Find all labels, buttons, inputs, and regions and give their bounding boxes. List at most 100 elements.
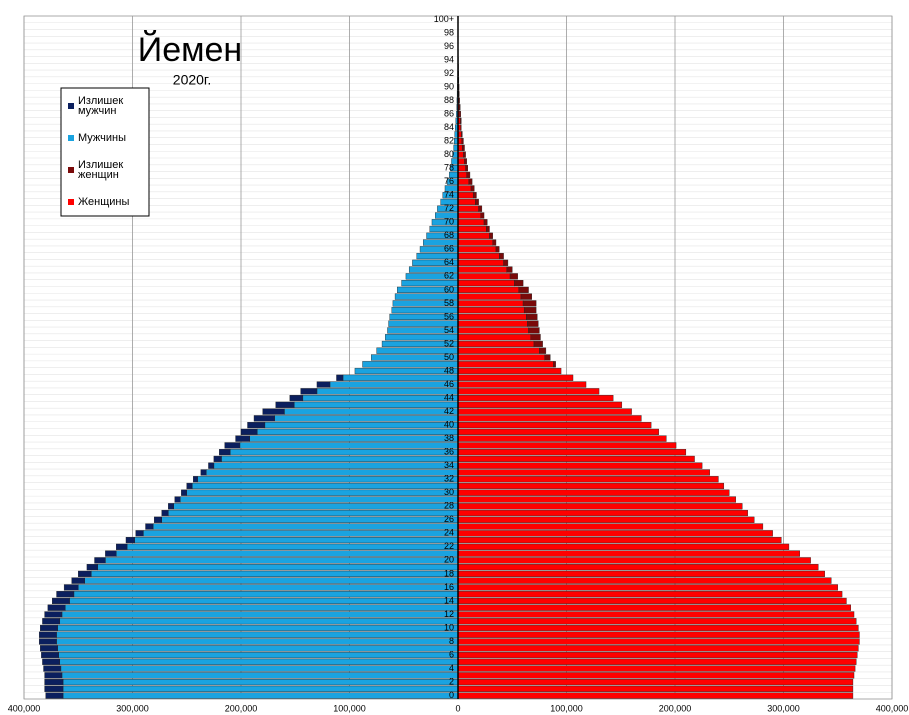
bar [302, 394, 459, 402]
bar-excess [71, 577, 85, 584]
bar-excess [289, 394, 304, 402]
bar [329, 381, 459, 388]
bar-excess [200, 469, 207, 476]
bar-excess [52, 597, 70, 605]
bar-excess [153, 516, 162, 523]
y-tick-label: 8 [449, 636, 454, 646]
y-tick-label: 4 [449, 663, 454, 673]
bar [249, 435, 459, 442]
bar [457, 239, 493, 246]
bar [457, 469, 710, 476]
bar-excess [135, 530, 144, 537]
bar [457, 361, 554, 368]
bar-excess [462, 144, 465, 151]
bar-excess [483, 219, 488, 226]
chart-subtitle: 2020г. [173, 72, 211, 88]
bar [59, 658, 459, 665]
bar [457, 178, 470, 185]
bar [457, 165, 466, 172]
bar-excess [116, 543, 128, 550]
bar [457, 347, 540, 354]
bar [457, 550, 800, 557]
bar [457, 394, 614, 402]
bar [457, 591, 843, 598]
bar-excess [478, 205, 483, 212]
bar [168, 509, 459, 517]
bar [457, 307, 525, 314]
bar-excess [459, 117, 462, 124]
bar [457, 354, 546, 361]
legend-line: Излишек [78, 159, 123, 171]
legend-label: Излишек мужчин [78, 95, 123, 117]
bar [457, 611, 855, 618]
bar [457, 516, 755, 523]
bar [239, 442, 459, 449]
bar-excess [316, 381, 331, 388]
bar [457, 381, 587, 388]
bar [457, 246, 497, 253]
bar [457, 232, 490, 239]
bar [457, 225, 487, 233]
bar [457, 192, 474, 199]
x-tick-label: 400,000 [876, 703, 909, 713]
bar [143, 530, 459, 537]
y-tick-label: 50 [444, 352, 454, 362]
bar [457, 584, 838, 591]
bar [457, 327, 529, 334]
bar-excess [468, 178, 473, 185]
bar [457, 374, 574, 381]
bar-excess [44, 679, 64, 686]
bar-excess [459, 104, 461, 111]
bar-excess [40, 645, 58, 652]
bar [457, 665, 856, 672]
bar [457, 462, 703, 469]
y-tick-label: 84 [444, 122, 454, 132]
bar [56, 631, 459, 638]
bar-excess [174, 496, 181, 503]
bar [457, 685, 854, 692]
bar-excess [105, 550, 117, 557]
bar [457, 455, 695, 463]
x-tick-label: 300,000 [767, 703, 800, 713]
bar [457, 597, 847, 605]
bar-excess [125, 537, 135, 544]
bar [457, 570, 825, 577]
bar [457, 273, 511, 280]
y-tick-label: 0 [449, 690, 454, 700]
x-tick-label: 400,000 [8, 703, 41, 713]
bar [457, 293, 522, 300]
bar [257, 428, 459, 435]
y-tick-label: 74 [444, 190, 454, 200]
bar [316, 388, 459, 395]
bar-excess [42, 658, 61, 665]
bar [73, 591, 459, 598]
bar-excess [193, 476, 198, 483]
y-tick-label: 6 [449, 649, 454, 659]
bar [457, 313, 527, 321]
bar [126, 543, 459, 550]
bar [457, 286, 519, 293]
y-tick-label: 58 [444, 298, 454, 308]
bar [457, 252, 500, 260]
y-tick-label: 76 [444, 176, 454, 186]
x-tick-label: 100,000 [550, 703, 583, 713]
y-tick-label: 38 [444, 433, 454, 443]
bar [61, 611, 459, 618]
y-tick-label: 94 [444, 54, 454, 64]
y-tick-label: 40 [444, 419, 454, 429]
bar [457, 672, 855, 679]
bar-excess [539, 347, 547, 354]
y-tick-label: 28 [444, 501, 454, 511]
bar [457, 205, 479, 212]
bar [293, 401, 459, 408]
y-tick-label: 60 [444, 284, 454, 294]
bar-excess [528, 327, 540, 334]
bar-excess [240, 428, 258, 435]
chart-title: Йемен [138, 31, 242, 69]
y-tick-label: 34 [444, 460, 454, 470]
bar-excess [458, 97, 460, 104]
bar-excess [336, 374, 344, 381]
bar-excess [38, 638, 57, 645]
legend-label: Излишек женщин [78, 159, 123, 181]
